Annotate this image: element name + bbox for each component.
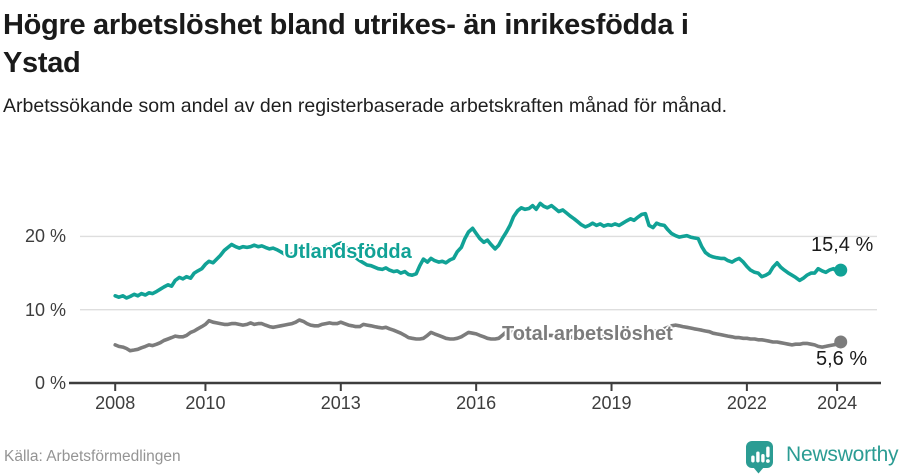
x-tick-label: 2013 <box>320 393 361 413</box>
series-line-1 <box>113 318 843 353</box>
newsworthy-bar-chart-icon <box>746 441 773 474</box>
x-tick-label: 2022 <box>726 393 767 413</box>
x-tick-label: 2024 <box>817 393 858 413</box>
x-tick-label: 2008 <box>95 393 136 413</box>
series-label-total-arbetsloshet: Total arbetslöshet <box>502 323 673 345</box>
newsworthy-wordmark: Newsworthy <box>786 443 899 466</box>
x-tick-label: 2010 <box>185 393 226 413</box>
y-tick-label: 0 % <box>34 373 66 393</box>
y-tick-label: 20 % <box>24 226 66 247</box>
series-label-utlandsfodda: Utlandsfödda <box>284 241 412 263</box>
newsworthy-logo[interactable]: Newsworthy <box>745 440 899 474</box>
series-end-dot-0 <box>834 263 848 277</box>
x-tick-label: 2019 <box>591 393 632 413</box>
end-value-utlandsfodda: 15,4 % <box>811 234 874 256</box>
end-value-total-arbetsloshet: 5,6 % <box>816 348 868 370</box>
page-title: Högre arbetslöshet bland utrikes- än inr… <box>3 9 689 79</box>
series-end-dot-1 <box>834 335 848 349</box>
source-note: Källa: Arbetsförmedlingen <box>4 448 181 465</box>
y-tick-label: 10 % <box>24 299 66 320</box>
series-line-0 <box>113 201 843 300</box>
x-tick-label: 2016 <box>456 393 497 413</box>
page-subtitle: Arbetssökande som andel av den registerb… <box>3 95 728 117</box>
